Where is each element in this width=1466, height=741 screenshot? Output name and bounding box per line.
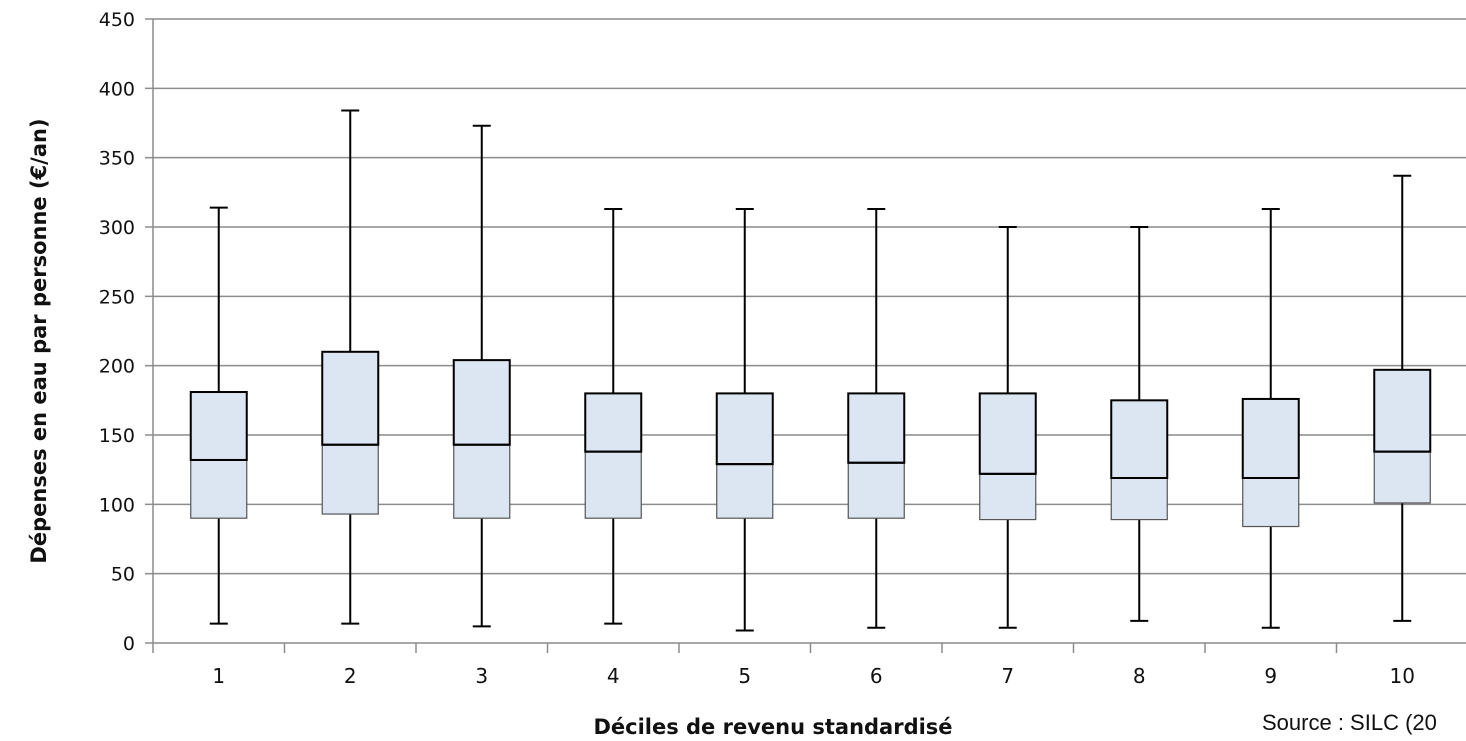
- y-tick-label-250: 250: [99, 286, 135, 308]
- box-decile-6: [847, 207, 906, 629]
- x-axis-title: Déciles de revenu standardisé: [593, 715, 952, 739]
- y-tick-label-150: 150: [99, 425, 135, 447]
- x-tick-label-5: 5: [738, 664, 751, 688]
- x-tick-label-10: 10: [1390, 664, 1415, 688]
- box-decile-5: [715, 207, 774, 632]
- box-lower-half: [1373, 451, 1431, 504]
- box-lower-half: [847, 462, 905, 519]
- y-axis-title: Dépenses en eau par personne (€/an): [27, 118, 51, 563]
- box-upper-half: [1241, 397, 1300, 479]
- box-lower-half: [716, 463, 774, 519]
- x-tick-label-8: 8: [1133, 664, 1146, 688]
- box-lower-half: [321, 444, 379, 515]
- x-tick-label-3: 3: [475, 664, 488, 688]
- x-tick-label-4: 4: [607, 664, 620, 688]
- x-axis: [152, 642, 1466, 653]
- box-lower-half: [1242, 477, 1300, 528]
- box-upper-half: [847, 392, 906, 464]
- y-tick-label-0: 0: [123, 633, 135, 655]
- source-note: Source : SILC (20: [1262, 710, 1437, 735]
- box-lower-half: [190, 459, 248, 519]
- x-axis-ticks: 1 2 3 4 5 6 7 8 9 10: [212, 664, 1415, 688]
- boxes: [189, 109, 1432, 632]
- y-axis-ticks: 0 50 100 150 200 250 300 350 400 450: [99, 9, 153, 655]
- box-lower-half: [584, 451, 642, 519]
- x-tick-label-7: 7: [1001, 664, 1014, 688]
- box-upper-half: [1110, 399, 1169, 479]
- box-upper-half: [452, 359, 511, 446]
- y-tick-label-100: 100: [99, 494, 135, 516]
- box-lower-half: [453, 444, 511, 519]
- box-decile-2: [321, 109, 380, 625]
- y-tick-label-50: 50: [111, 564, 135, 586]
- x-tick-label-1: 1: [212, 664, 225, 688]
- x-tick-label-6: 6: [870, 664, 883, 688]
- box-upper-half: [715, 392, 774, 466]
- box-decile-3: [452, 124, 511, 628]
- box-decile-9: [1241, 207, 1300, 629]
- box-decile-8: [1110, 226, 1169, 622]
- box-decile-1: [189, 206, 248, 625]
- box-decile-4: [584, 207, 643, 625]
- box-upper-half: [1373, 368, 1432, 453]
- box-decile-7: [978, 226, 1037, 629]
- y-tick-label-400: 400: [99, 78, 135, 100]
- box-upper-half: [584, 392, 643, 453]
- box-lower-half: [979, 473, 1037, 521]
- y-tick-label-300: 300: [99, 217, 135, 239]
- box-lower-half: [1110, 477, 1168, 521]
- y-tick-label-350: 350: [99, 148, 135, 170]
- x-tick-label-2: 2: [344, 664, 357, 688]
- box-decile-10: [1373, 174, 1432, 622]
- y-tick-label-450: 450: [99, 9, 135, 31]
- box-upper-half: [189, 391, 248, 461]
- x-tick-label-9: 9: [1264, 664, 1277, 688]
- y-tick-label-200: 200: [99, 356, 135, 378]
- box-upper-half: [321, 350, 380, 446]
- box-upper-half: [978, 392, 1037, 475]
